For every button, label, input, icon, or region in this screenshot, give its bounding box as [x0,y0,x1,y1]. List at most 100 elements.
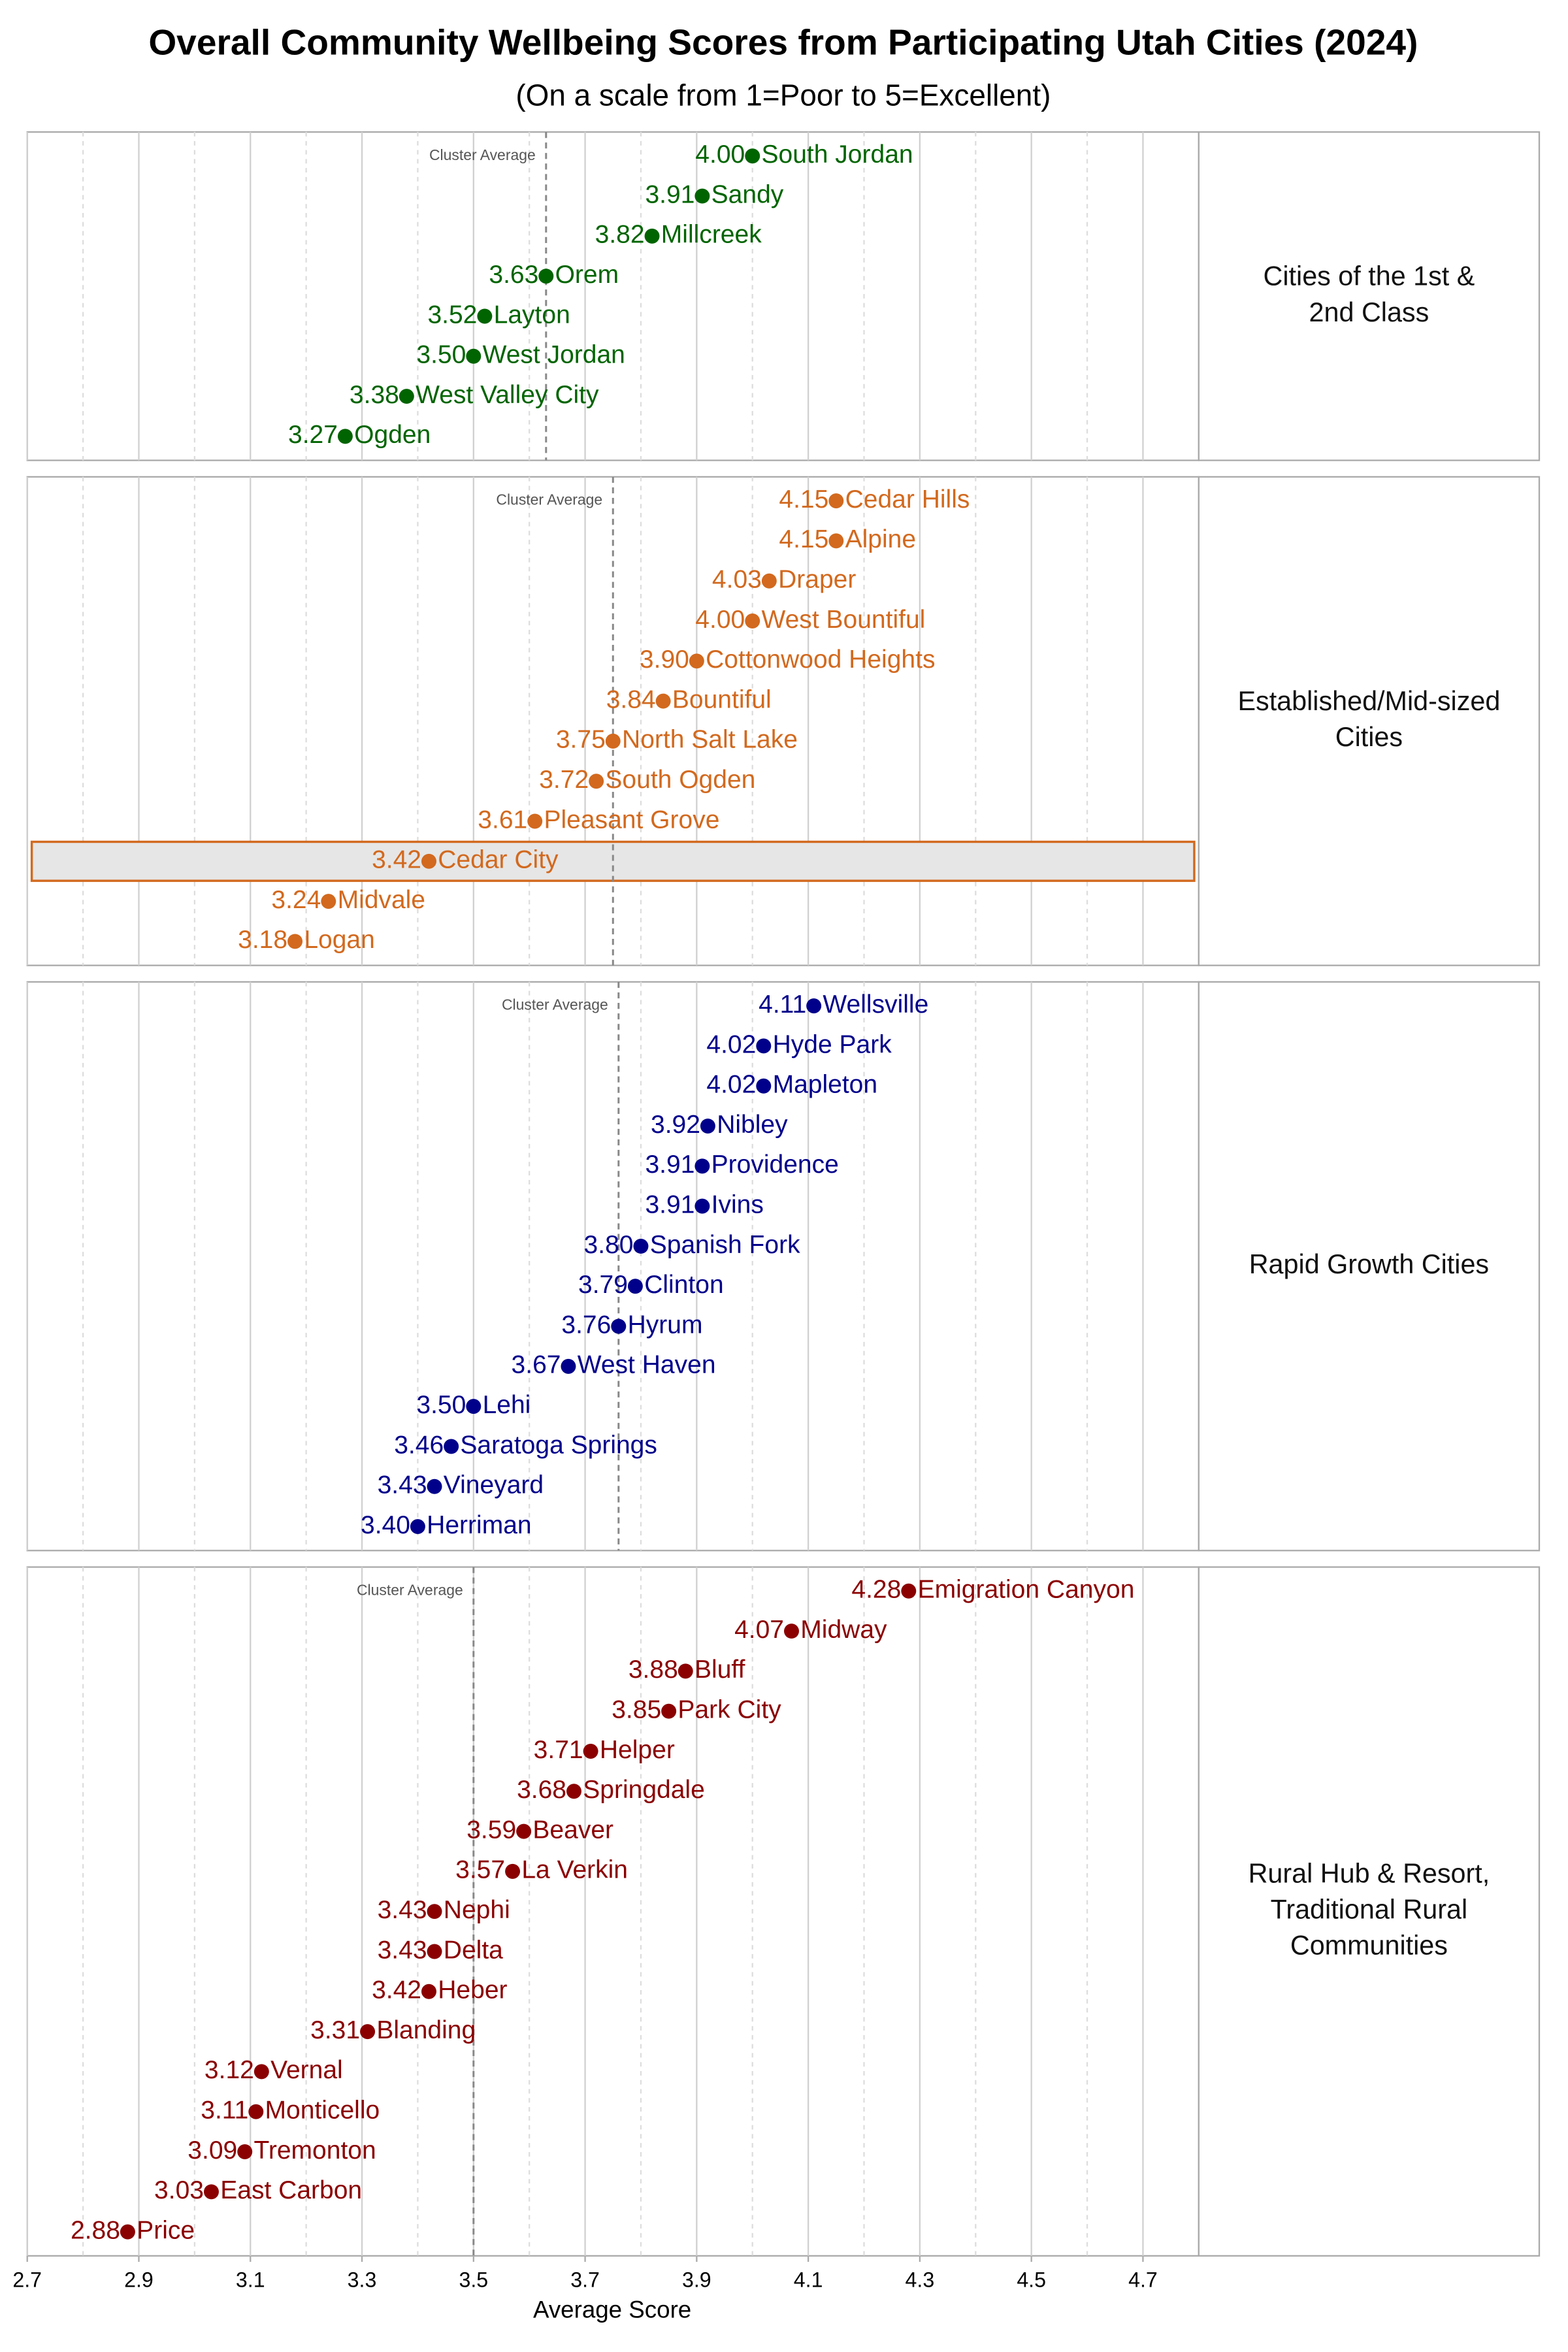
cluster-average-label: Cluster Average [357,1581,463,1598]
x-tick-label: 3.3 [348,2268,377,2291]
value-label: 3.50 [416,341,466,369]
category-label: Helper [600,1736,675,1764]
category-label: Vineyard [444,1471,544,1499]
value-label: 3.42 [372,846,421,874]
category-label: Tremonton [253,2136,376,2164]
category-label: Park City [678,1695,781,1723]
value-label: 3.12 [204,2056,254,2084]
category-label: Sandy [711,180,784,208]
category-label: East Carbon [220,2176,362,2204]
dot [756,1078,772,1094]
x-tick-label: 4.7 [1128,2268,1158,2291]
value-label: 3.92 [651,1111,700,1139]
value-label: 3.59 [466,1816,516,1844]
strip-frame [1198,131,1541,461]
category-label: Alpine [845,525,916,553]
category-label: Cedar Hills [845,485,970,514]
value-label: 3.75 [556,726,606,754]
dot [421,853,436,869]
x-axis-label: Average Score [533,2296,691,2323]
value-label: 3.38 [350,381,399,409]
value-label: 3.03 [154,2176,204,2204]
value-label: 3.31 [310,2016,360,2044]
category-label: Pleasant Grove [544,806,720,834]
x-tick-label: 3.9 [682,2268,711,2291]
dot [427,1944,442,1959]
category-label: North Salt Lake [622,726,798,754]
cluster-average-label: Cluster Average [502,996,608,1013]
dot [644,228,660,244]
category-label: West Haven [578,1351,716,1379]
dot [627,1279,643,1294]
category-label: Bluff [694,1656,745,1684]
dot [700,1119,715,1134]
dot [237,2144,253,2159]
dot [901,1583,917,1599]
x-tick-label: 2.7 [12,2268,42,2291]
dot [444,1439,459,1454]
value-label: 3.68 [517,1776,566,1804]
cluster-average-label: Cluster Average [429,146,536,163]
value-label: 3.85 [612,1695,661,1723]
value-label: 3.27 [288,421,338,449]
category-label: Blanding [376,2016,476,2044]
dot [756,1038,772,1054]
category-label: Hyde Park [773,1030,892,1058]
dot [589,774,604,789]
value-label: 4.15 [779,485,828,514]
value-label: 3.91 [645,180,694,208]
dot [421,1984,436,1999]
value-label: 3.18 [238,926,287,954]
x-tick-label: 2.9 [124,2268,154,2291]
value-label: 4.15 [779,525,828,553]
value-label: 3.09 [188,2136,237,2164]
dot [466,348,482,364]
dot [505,1863,521,1879]
value-label: 3.11 [201,2097,248,2125]
category-label: Hyrum [628,1311,703,1339]
dot [538,269,554,284]
value-label: 3.71 [534,1736,583,1764]
dot [694,1158,710,1174]
category-label: West Valley City [416,381,599,409]
dot [527,813,543,829]
category-label: Springdale [583,1776,705,1804]
category-label: Herriman [427,1511,531,1539]
dot [204,2184,219,2200]
category-label: Clinton [644,1271,723,1299]
category-label: Orem [555,261,619,289]
category-label: Saratoga Springs [460,1431,657,1459]
x-tick-label: 4.3 [906,2268,935,2291]
dot [784,1624,799,1639]
cluster-average-label: Cluster Average [496,491,602,508]
dot [689,653,704,669]
category-label: Heber [438,1976,507,2004]
category-label: Monticello [265,2097,380,2125]
dot [745,148,760,164]
value-label: 3.43 [378,1936,427,1964]
panel-frame [26,131,1200,461]
category-label: Providence [711,1151,839,1179]
category-label: Delta [444,1936,503,1964]
strip-label: Traditional Rural [1271,1895,1468,1925]
dot [806,998,822,1014]
value-label: 3.67 [512,1351,561,1379]
value-label: 3.43 [378,1896,427,1924]
value-label: 3.50 [416,1391,466,1419]
dot [321,894,336,909]
dot [399,389,414,404]
category-label: Emigration Canyon [918,1576,1135,1604]
dot [583,1744,598,1759]
dot [694,1198,710,1214]
category-label: Bountiful [672,685,772,713]
value-label: 4.03 [712,566,762,594]
dot [337,429,353,444]
dot [605,733,621,749]
category-label: La Verkin [521,1856,628,1884]
dot [477,308,493,324]
category-label: Lehi [483,1391,531,1419]
value-label: 3.42 [372,1976,421,2004]
category-label: Mapleton [773,1071,878,1099]
category-label: Beaver [532,1816,613,1844]
dot [566,1784,581,1799]
